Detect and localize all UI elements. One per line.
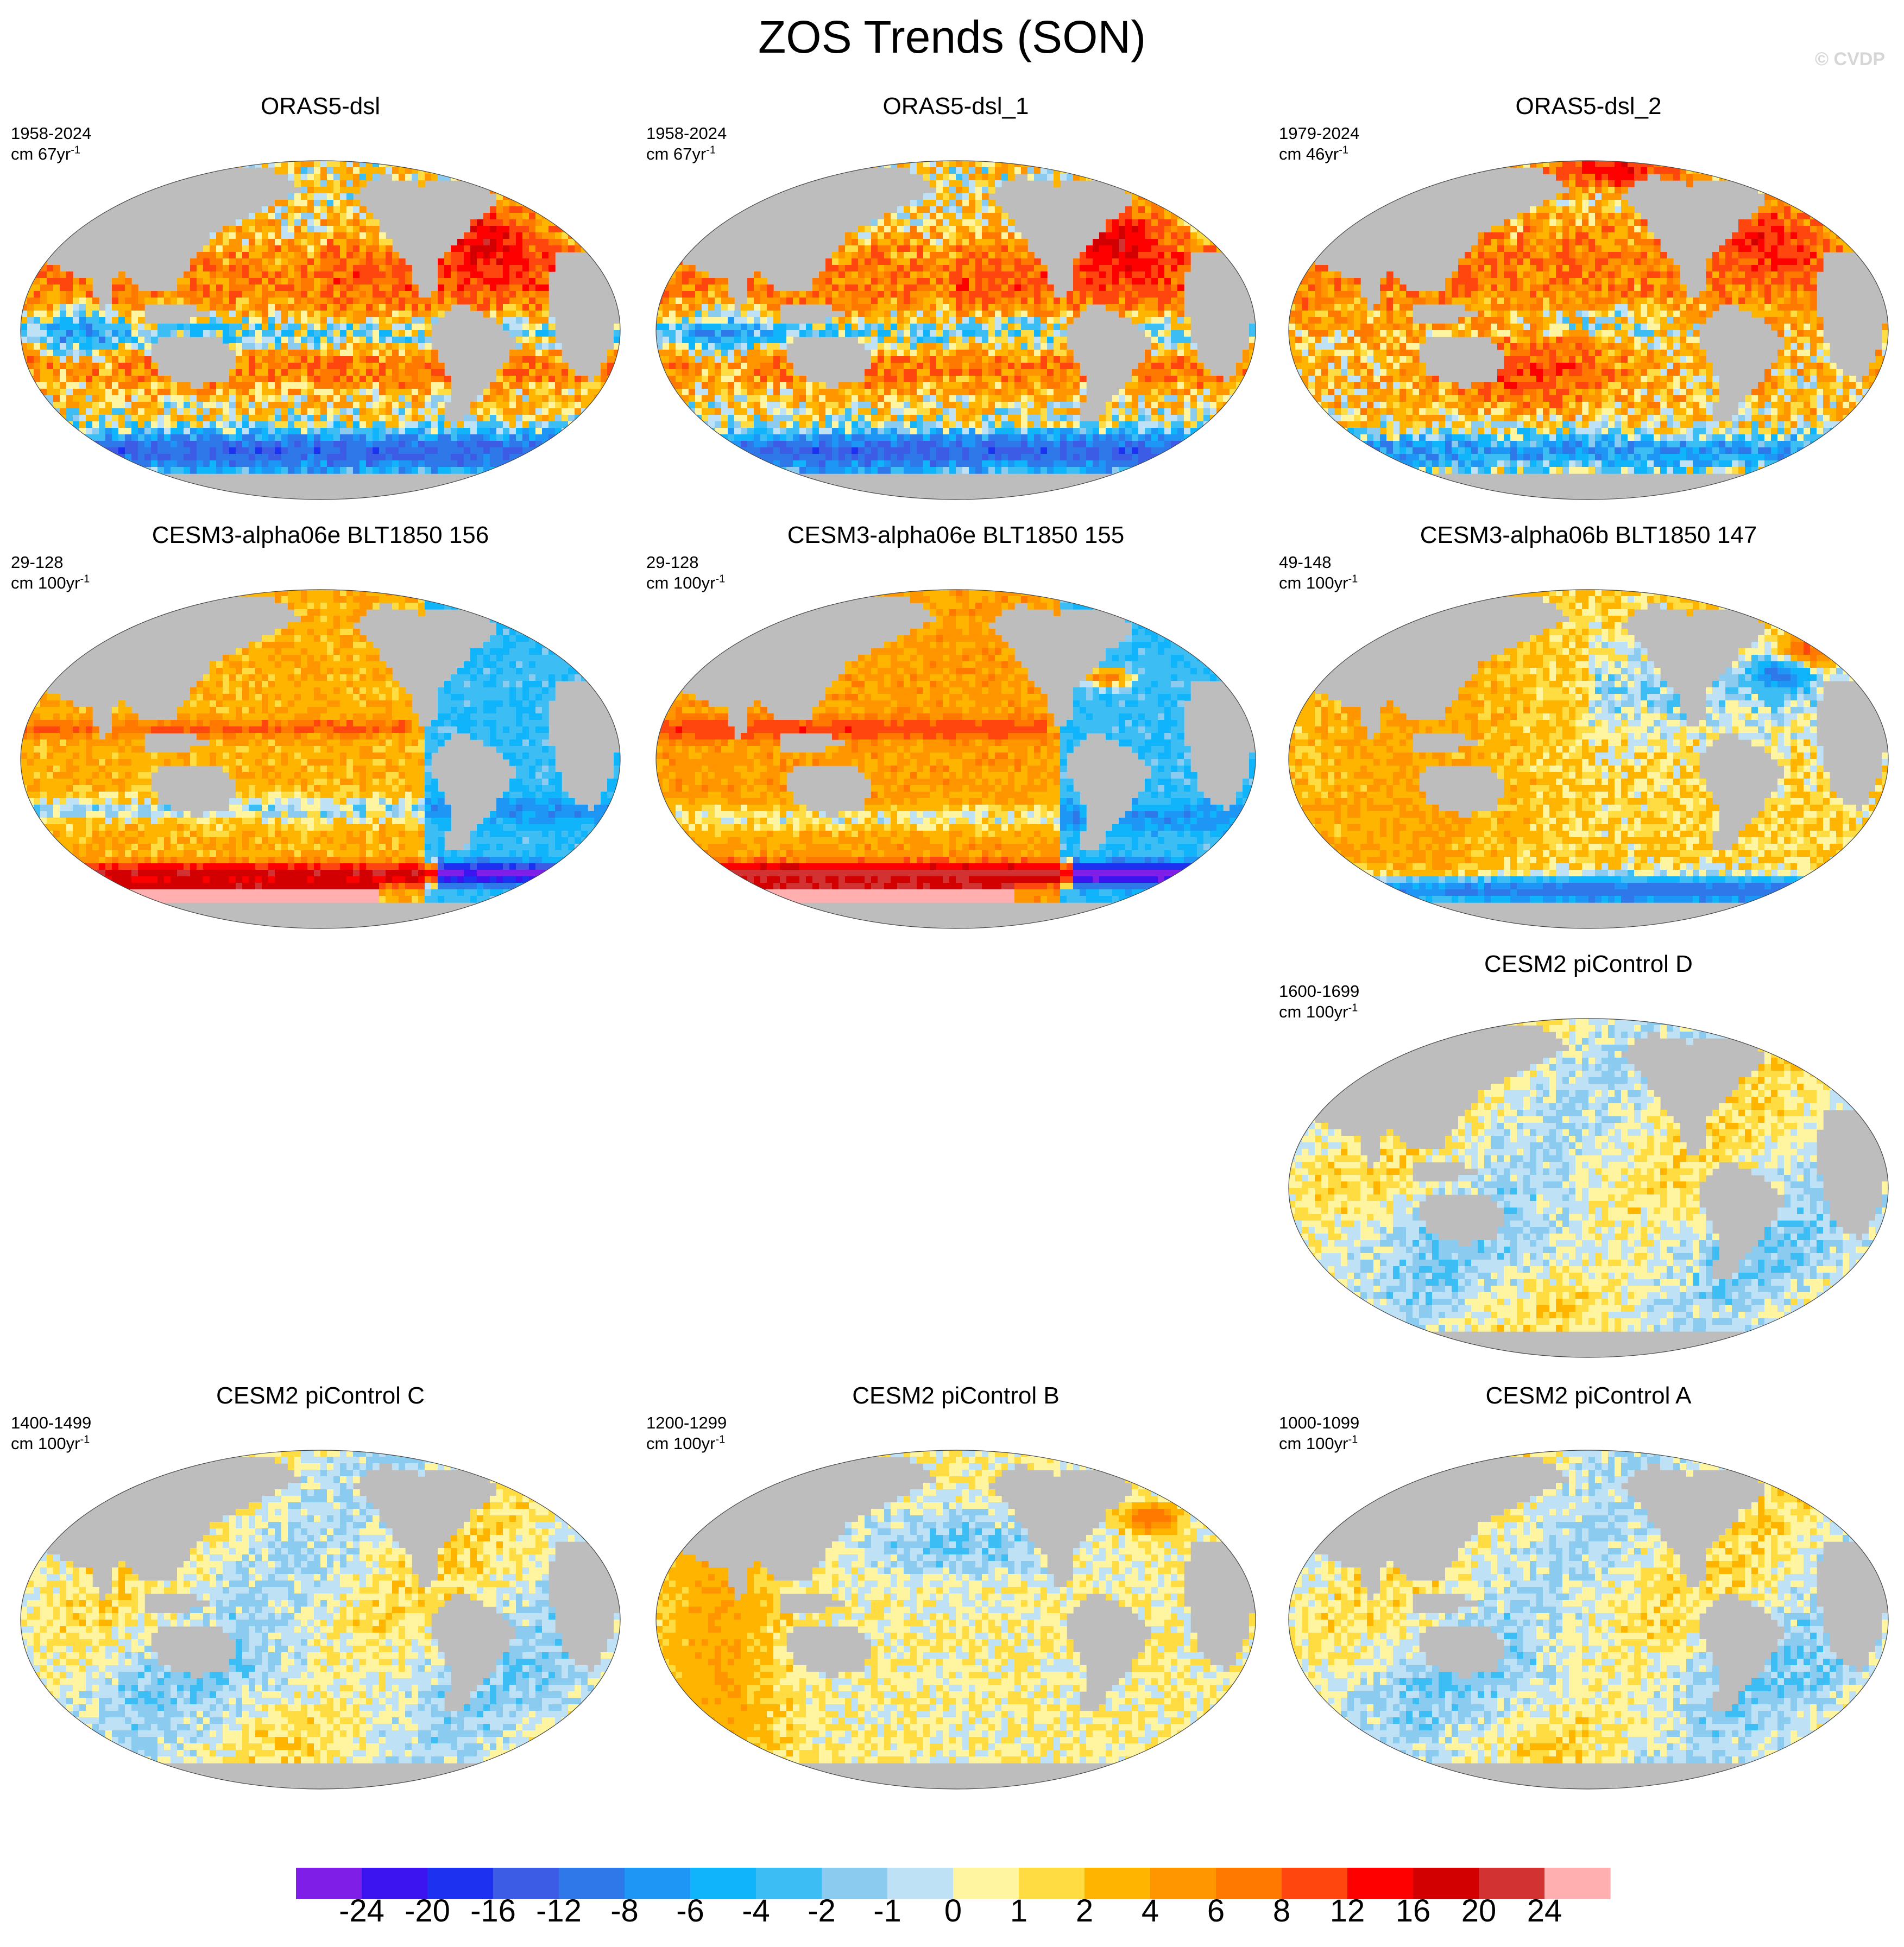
panel-title: CESM3-alpha06e BLT1850 155 [646,521,1265,549]
figure-title: ZOS Trends (SON) [0,10,1904,64]
panel-title: ORAS5-dsl_1 [646,92,1265,121]
panel-units: cm 100yr-1 [646,573,725,593]
panel-units: cm 100yr-1 [1279,1002,1358,1022]
colorbar-tick-label: 12 [1330,1892,1365,1930]
map-orasdsl1 [655,160,1256,500]
colorbar-tick-label: 8 [1273,1892,1290,1930]
panel-title: ORAS5-dsl [11,92,630,121]
colorbar-tick-label: 0 [944,1892,962,1930]
colorbar-bin [1216,1868,1282,1899]
colorbar-tick-label: 2 [1076,1892,1093,1930]
panel-units: cm 100yr-1 [1279,1434,1358,1453]
map-outline [1288,589,1889,929]
colorbar-tick-label: -4 [742,1892,770,1930]
heatmap-cells [1289,590,1888,903]
map-cesm3b147 [1288,589,1889,929]
map-outline [1288,1018,1889,1358]
map-outline [1288,1450,1889,1790]
panel-cesm2a: CESM2 piControl A 1000-1099 cm 100yr-1 [1279,1382,1898,1805]
colorbar-bin [1019,1868,1085,1899]
map-outline [655,160,1256,500]
panel-cesm2b: CESM2 piControl B 1200-1299 cm 100yr-1 [646,1382,1265,1805]
heatmap-cells [1289,161,1888,474]
panel-years: 1979-2024 [1279,124,1359,143]
colorbar-tick-label: -24 [339,1892,384,1930]
panel-units: cm 100yr-1 [11,1434,90,1453]
panel-units: cm 67yr-1 [646,144,716,164]
map-outline [655,1450,1256,1790]
panel-title: CESM3-alpha06e BLT1850 156 [11,521,630,549]
heatmap-cells [21,161,620,474]
panel-cesm2c: CESM2 piControl C 1400-1499 cm 100yr-1 [11,1382,630,1805]
panel-years: 1000-1099 [1279,1413,1359,1433]
colorbar-tick-label: 20 [1461,1892,1497,1930]
colorbar-tick-label: -12 [536,1892,582,1930]
colorbar-tick-label: -6 [676,1892,704,1930]
panel-years: 1958-2024 [11,124,91,143]
panel-title: CESM2 piControl D [1279,950,1898,978]
panel-title: CESM2 piControl B [646,1382,1265,1410]
colorbar-tick-label: 1 [1010,1892,1027,1930]
panel-years: 29-128 [11,553,64,572]
heatmap-cells [1289,1019,1888,1332]
map-cesm3a155 [655,589,1256,929]
heatmap-cells [656,590,1256,903]
panel-cesm3a155: CESM3-alpha06e BLT1850 155 29-128 cm 100… [646,521,1265,945]
colorbar-tick-label: -8 [610,1892,639,1930]
panel-orasdsl1: ORAS5-dsl_1 1958-2024 cm 67yr-1 [646,92,1265,516]
heatmap-cells [1289,1450,1888,1763]
panel-years: 49-148 [1279,553,1332,572]
colorbar-tick-label: 4 [1142,1892,1159,1930]
map-outline [655,589,1256,929]
colorbar-bin [1150,1868,1216,1899]
colorbar-tick-label: -20 [405,1892,450,1930]
panel-orasdsl: ORAS5-dsl 1958-2024 cm 67yr-1 [11,92,630,516]
heatmap-cells [656,1450,1256,1763]
map-outline [20,160,621,500]
heatmap-cells [21,1450,620,1763]
colorbar-bin [953,1868,1019,1899]
panel-cesm3a156: CESM3-alpha06e BLT1850 156 29-128 cm 100… [11,521,630,945]
panel-years: 1200-1299 [646,1413,727,1433]
panel-years: 1958-2024 [646,124,727,143]
panel-units: cm 67yr-1 [11,144,80,164]
colorbar-tick-label: 16 [1396,1892,1431,1930]
map-cesm2c [20,1450,621,1790]
panel-units: cm 100yr-1 [1279,573,1358,593]
colorbar-bin [1085,1868,1151,1899]
colorbar-tick-label: -2 [808,1892,836,1930]
map-orasdsl [20,160,621,500]
colorbar-tick-label: -16 [470,1892,516,1930]
map-cesm2d [1288,1018,1889,1358]
map-outline [20,1450,621,1790]
panel-cesm2d: CESM2 piControl D 1600-1699 cm 100yr-1 [1279,950,1898,1374]
map-outline [1288,160,1889,500]
panel-title: ORAS5-dsl_2 [1279,92,1898,121]
panel-units: cm 46yr-1 [1279,144,1348,164]
panel-units: cm 100yr-1 [11,573,90,593]
panel-title: CESM2 piControl C [11,1382,630,1410]
panel-title: CESM3-alpha06b BLT1850 147 [1279,521,1898,549]
map-orasdsl2 [1288,160,1889,500]
colorbar-tick-label: 6 [1207,1892,1225,1930]
panel-years: 1400-1499 [11,1413,91,1433]
colorbar-tick-label: -1 [873,1892,901,1930]
panel-years: 29-128 [646,553,699,572]
heatmap-cells [21,590,620,903]
watermark: © CVDP [1815,49,1885,70]
map-outline [20,589,621,929]
heatmap-cells [656,161,1256,474]
panel-orasdsl2: ORAS5-dsl_2 1979-2024 cm 46yr-1 [1279,92,1898,516]
panel-title: CESM2 piControl A [1279,1382,1898,1410]
colorbar-tick-label: 24 [1527,1892,1562,1930]
panel-cesm3b147: CESM3-alpha06b BLT1850 147 49-148 cm 100… [1279,521,1898,945]
map-cesm2a [1288,1450,1889,1790]
map-cesm2b [655,1450,1256,1790]
map-cesm3a156 [20,589,621,929]
panel-years: 1600-1699 [1279,982,1359,1001]
panel-units: cm 100yr-1 [646,1434,725,1453]
